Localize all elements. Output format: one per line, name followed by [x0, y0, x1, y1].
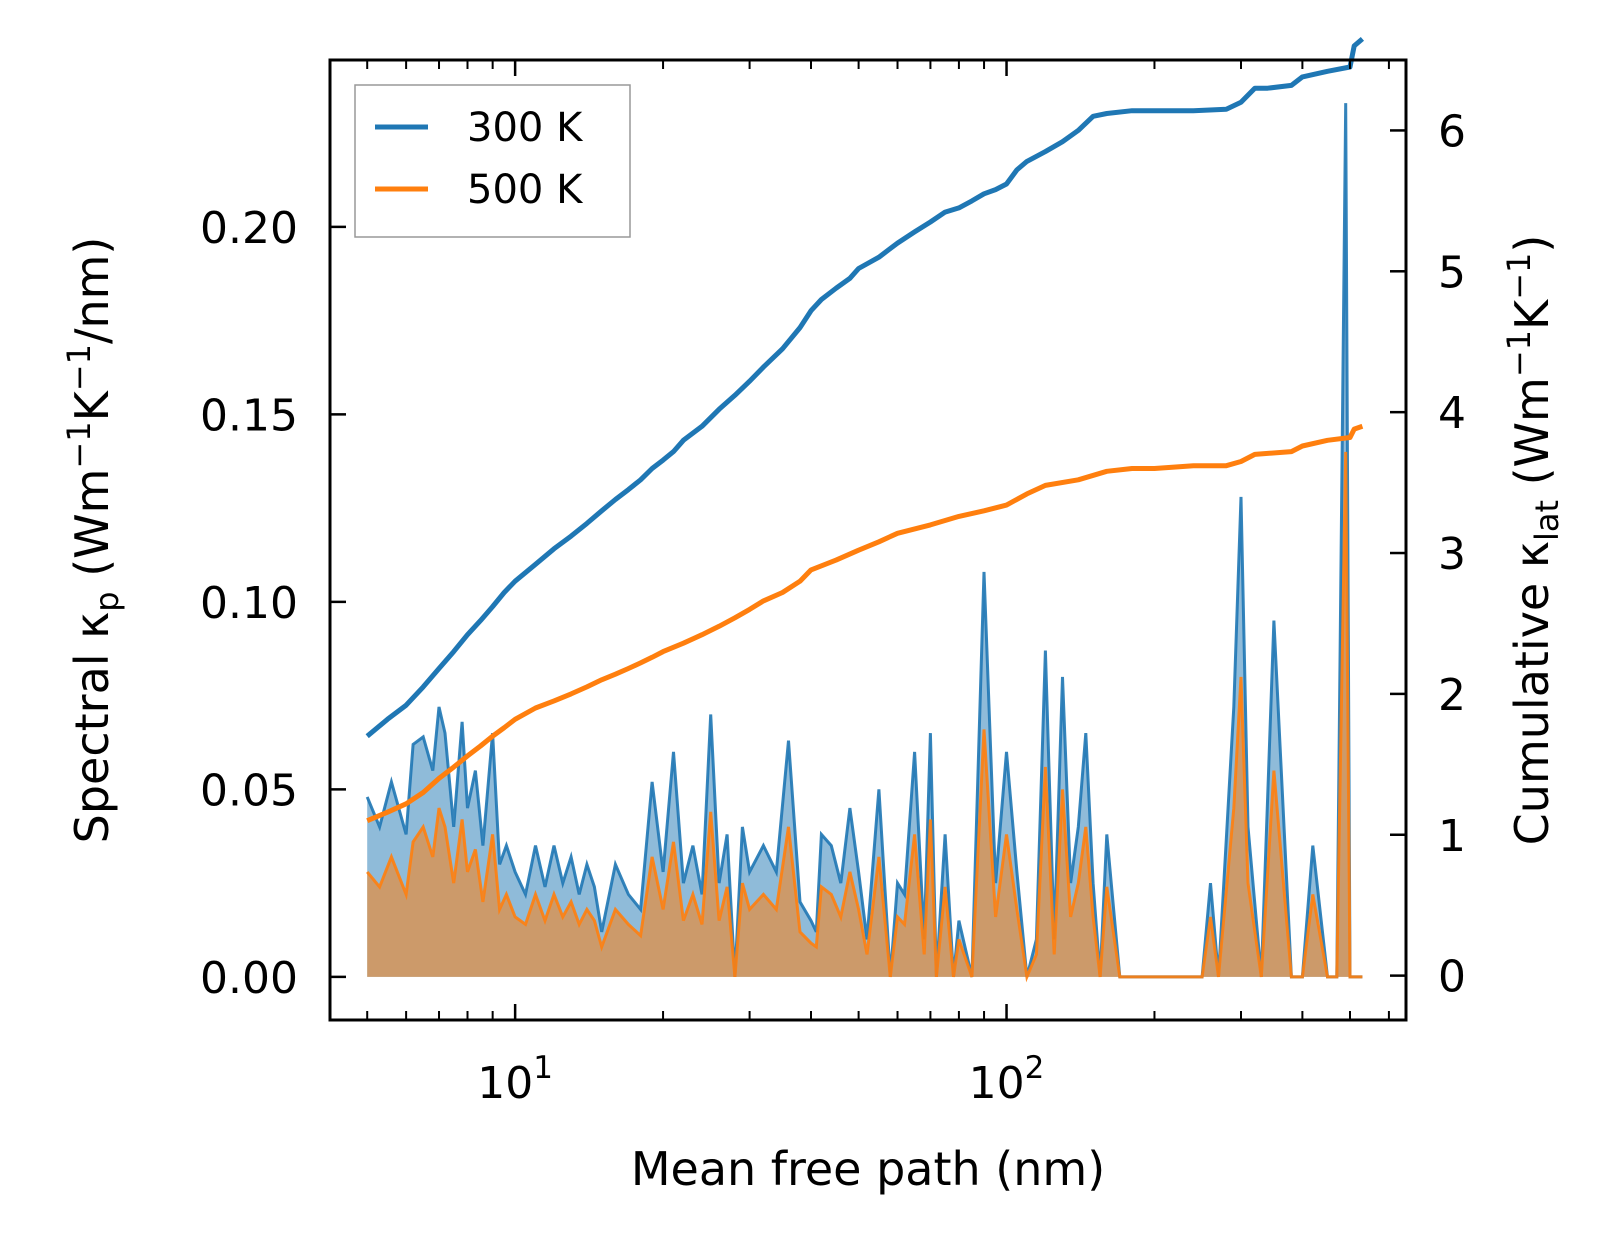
- x-axis-title: Mean free path (nm): [631, 1142, 1105, 1196]
- spectral-area-500k: [366, 451, 1363, 983]
- x-tick-label: 101: [477, 1050, 553, 1109]
- y-right-tick-label: 1: [1438, 811, 1466, 862]
- y-left-tick-label: 0.15: [200, 390, 298, 441]
- y-axis-right-title: Cumulative κlat (Wm−1K−1): [1500, 235, 1566, 846]
- y-right-tick-label: 4: [1438, 388, 1466, 439]
- y-left-tick-label: 0.00: [200, 953, 298, 1004]
- legend-label-300k: 300 K: [467, 105, 584, 151]
- y-left-tick-label: 0.10: [200, 578, 298, 629]
- y-right-tick-label: 0: [1438, 952, 1466, 1003]
- y-left-tick-label: 0.05: [200, 765, 298, 816]
- y-right-tick-label: 2: [1438, 670, 1466, 721]
- y-axis-left-title: Spectral κp (Wm−1K−1/nm): [60, 237, 126, 844]
- cumulative-line-500k: [366, 423, 1364, 824]
- x-tick-label: 102: [969, 1050, 1045, 1109]
- y-left-tick-label: 0.20: [200, 203, 298, 254]
- y-right-tick-label: 6: [1438, 106, 1466, 157]
- legend: 300 K 500 K: [354, 84, 631, 238]
- legend-label-500k: 500 K: [467, 167, 584, 213]
- axis-ticks: 0.00 0.05 0.10 0.15 0.20 0 1 2 3 4 5 6 101 102: [200, 60, 1466, 1109]
- legend-box: [354, 84, 631, 238]
- cumulative-lines: [365, 36, 1365, 824]
- spectral-fill-500k: [367, 451, 1363, 977]
- cumulative-line-300k: [365, 36, 1365, 739]
- spectral-line-500k: [366, 451, 1363, 983]
- y-right-tick-label: 5: [1438, 247, 1466, 298]
- plot-frame: [328, 58, 1408, 1022]
- y-right-tick-label: 3: [1438, 529, 1466, 580]
